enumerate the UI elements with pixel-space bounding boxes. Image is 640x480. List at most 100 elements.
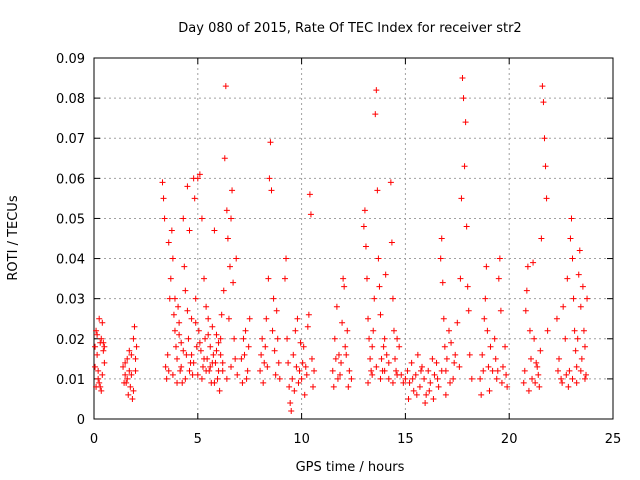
data-point	[288, 407, 295, 414]
data-point	[95, 367, 102, 374]
data-point	[217, 335, 224, 342]
data-point	[440, 315, 447, 322]
data-point	[274, 335, 281, 342]
data-point	[185, 335, 192, 342]
data-point	[124, 355, 131, 362]
data-point	[569, 255, 576, 262]
data-point	[525, 387, 532, 394]
x-tick-labels: 0 5 10 15 20 25	[90, 432, 621, 447]
data-point	[284, 335, 291, 342]
data-point	[479, 351, 486, 358]
data-point	[176, 331, 183, 338]
data-point	[577, 367, 584, 374]
data-point	[209, 359, 216, 366]
data-point	[228, 363, 235, 370]
data-point	[457, 275, 464, 282]
data-point	[371, 295, 378, 302]
data-point	[425, 367, 432, 374]
data-point	[101, 343, 108, 350]
data-point	[496, 255, 503, 262]
data-point	[465, 307, 472, 314]
x-tick-label: 15	[397, 432, 414, 447]
data-point	[376, 283, 383, 290]
data-point	[100, 339, 107, 346]
data-point	[171, 327, 178, 334]
data-point	[430, 395, 437, 402]
data-point	[201, 275, 208, 282]
data-point	[348, 375, 355, 382]
data-point	[226, 263, 233, 270]
data-point	[497, 307, 504, 314]
data-point	[160, 195, 167, 202]
data-point	[494, 367, 501, 374]
data-point	[171, 295, 178, 302]
plot-frame	[93, 57, 614, 420]
data-point	[487, 343, 494, 350]
data-point	[556, 355, 563, 362]
data-point	[423, 391, 430, 398]
data-point	[523, 287, 530, 294]
data-point	[217, 351, 224, 358]
data-point	[198, 215, 205, 222]
data-point	[447, 379, 454, 386]
data-point	[383, 351, 390, 358]
data-point	[343, 351, 350, 358]
data-point	[375, 255, 382, 262]
data-point	[220, 287, 227, 294]
data-point	[570, 295, 577, 302]
data-point	[530, 259, 537, 266]
data-point	[290, 351, 297, 358]
data-point	[301, 391, 308, 398]
data-point	[402, 375, 409, 382]
data-point	[260, 379, 267, 386]
data-point	[452, 351, 459, 358]
data-point	[362, 243, 369, 250]
data-point	[165, 239, 172, 246]
data-point	[491, 335, 498, 342]
y-tick-label: 0.02	[56, 333, 85, 348]
data-point	[441, 343, 448, 350]
data-point	[566, 367, 573, 374]
data-point	[184, 183, 191, 190]
data-point	[268, 187, 275, 194]
data-point	[213, 347, 220, 354]
data-point	[483, 263, 490, 270]
data-point	[242, 327, 249, 334]
data-point	[381, 335, 388, 342]
data-point	[503, 371, 510, 378]
data-point	[127, 383, 134, 390]
data-point	[258, 351, 265, 358]
data-point	[480, 367, 487, 374]
data-point	[101, 359, 108, 366]
data-point	[526, 327, 533, 334]
data-point	[211, 227, 218, 234]
data-point	[477, 375, 484, 382]
data-point	[170, 311, 177, 318]
data-point	[574, 335, 581, 342]
data-point	[223, 207, 230, 214]
data-point	[584, 295, 591, 302]
data-point	[466, 351, 473, 358]
data-point	[132, 367, 139, 374]
data-point	[492, 355, 499, 362]
data-point	[333, 303, 340, 310]
data-point	[263, 315, 270, 322]
data-point	[337, 371, 344, 378]
data-point	[218, 311, 225, 318]
data-point	[445, 327, 452, 334]
data-point	[189, 371, 196, 378]
data-point	[219, 359, 226, 366]
data-point	[365, 379, 372, 386]
data-point	[163, 375, 170, 382]
data-point	[344, 327, 351, 334]
data-point	[168, 227, 175, 234]
data-point	[192, 295, 199, 302]
data-point	[394, 371, 401, 378]
data-point	[334, 375, 341, 382]
data-point	[94, 351, 101, 358]
data-point	[184, 307, 191, 314]
data-point	[203, 303, 210, 310]
data-point	[406, 379, 413, 386]
data-point	[311, 367, 318, 374]
data-point	[331, 335, 338, 342]
